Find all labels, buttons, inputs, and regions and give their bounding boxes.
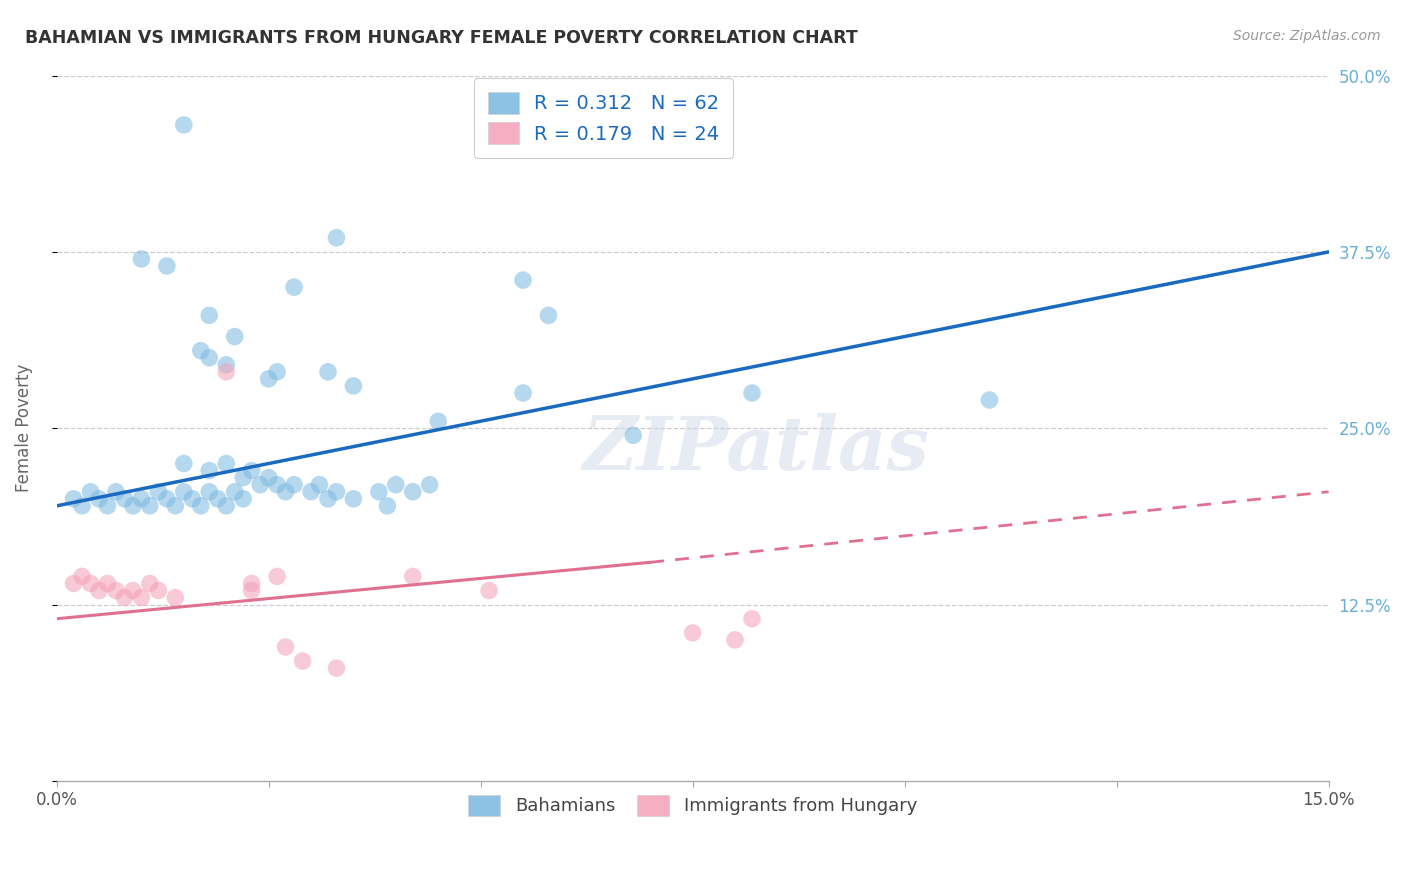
Point — [316, 491, 339, 506]
Point — [299, 484, 322, 499]
Point — [266, 477, 288, 491]
Point — [165, 591, 187, 605]
Point — [215, 457, 238, 471]
Point — [148, 583, 170, 598]
Point — [741, 612, 763, 626]
Point — [274, 484, 297, 499]
Point — [173, 484, 195, 499]
Point — [385, 477, 408, 491]
Point — [621, 428, 644, 442]
Point — [156, 491, 179, 506]
Point — [87, 583, 110, 598]
Point — [402, 569, 425, 583]
Point — [190, 499, 212, 513]
Point — [148, 484, 170, 499]
Point — [325, 231, 347, 245]
Point — [79, 484, 101, 499]
Point — [87, 491, 110, 506]
Point — [325, 484, 347, 499]
Point — [70, 499, 93, 513]
Point — [139, 499, 162, 513]
Text: Source: ZipAtlas.com: Source: ZipAtlas.com — [1233, 29, 1381, 43]
Point — [131, 491, 153, 506]
Point — [215, 499, 238, 513]
Point — [512, 273, 534, 287]
Point — [367, 484, 389, 499]
Point — [375, 499, 398, 513]
Point — [478, 583, 501, 598]
Point — [741, 386, 763, 401]
Y-axis label: Female Poverty: Female Poverty — [15, 364, 32, 492]
Point — [122, 499, 145, 513]
Point — [198, 484, 221, 499]
Point — [224, 329, 246, 343]
Point — [283, 477, 305, 491]
Point — [979, 392, 1001, 407]
Point — [181, 491, 204, 506]
Point — [274, 640, 297, 654]
Point — [131, 252, 153, 266]
Point — [198, 309, 221, 323]
Point — [291, 654, 314, 668]
Point — [165, 499, 187, 513]
Point — [198, 464, 221, 478]
Point — [402, 484, 425, 499]
Point — [232, 491, 254, 506]
Point — [104, 484, 127, 499]
Legend: Bahamians, Immigrants from Hungary: Bahamians, Immigrants from Hungary — [458, 786, 927, 825]
Point — [96, 576, 118, 591]
Point — [512, 386, 534, 401]
Point — [249, 477, 271, 491]
Point — [131, 591, 153, 605]
Point — [139, 576, 162, 591]
Point — [104, 583, 127, 598]
Point — [283, 280, 305, 294]
Point — [232, 470, 254, 484]
Point — [325, 661, 347, 675]
Point — [266, 569, 288, 583]
Point — [173, 457, 195, 471]
Point — [96, 499, 118, 513]
Point — [114, 591, 136, 605]
Point — [173, 118, 195, 132]
Text: BAHAMIAN VS IMMIGRANTS FROM HUNGARY FEMALE POVERTY CORRELATION CHART: BAHAMIAN VS IMMIGRANTS FROM HUNGARY FEMA… — [25, 29, 858, 46]
Point — [207, 491, 229, 506]
Point — [122, 583, 145, 598]
Point — [682, 625, 704, 640]
Point — [215, 365, 238, 379]
Point — [70, 569, 93, 583]
Point — [266, 365, 288, 379]
Point — [62, 576, 84, 591]
Point — [198, 351, 221, 365]
Point — [240, 464, 263, 478]
Point — [257, 372, 280, 386]
Point — [190, 343, 212, 358]
Point — [316, 365, 339, 379]
Point — [79, 576, 101, 591]
Point — [724, 632, 747, 647]
Text: ZIPatlas: ZIPatlas — [583, 413, 929, 485]
Point — [62, 491, 84, 506]
Point — [224, 484, 246, 499]
Point — [308, 477, 330, 491]
Point — [156, 259, 179, 273]
Point — [342, 491, 364, 506]
Point — [419, 477, 441, 491]
Point — [240, 583, 263, 598]
Point — [537, 309, 560, 323]
Point — [342, 379, 364, 393]
Point — [114, 491, 136, 506]
Point — [240, 576, 263, 591]
Point — [215, 358, 238, 372]
Point — [257, 470, 280, 484]
Point — [427, 414, 450, 428]
